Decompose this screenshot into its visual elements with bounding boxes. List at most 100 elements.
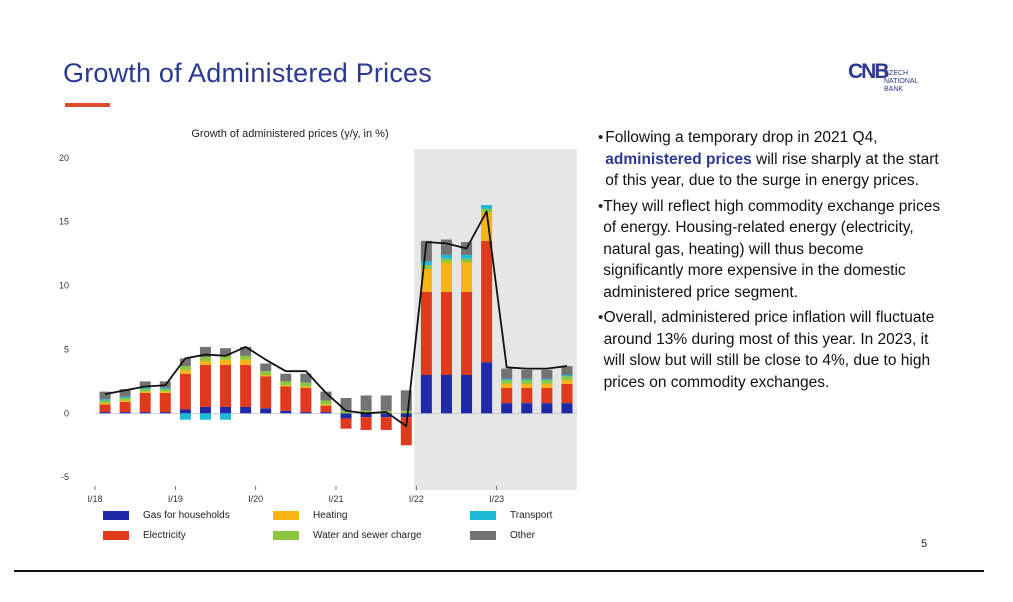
bar-segment-electricity <box>420 291 432 375</box>
bullet-dot: • <box>598 197 604 215</box>
bar-segment-other <box>199 346 211 358</box>
bar-segment-gas <box>119 412 131 414</box>
bar-segment-electricity <box>541 387 553 404</box>
bar-segment-water <box>340 410 352 414</box>
bar-segment-other <box>360 395 372 411</box>
bar-segment-gas <box>300 412 312 414</box>
bar-segment-electricity <box>220 364 232 407</box>
bullet-text-before: Following a temporary drop in 2021 Q4, <box>605 129 878 146</box>
y-tick-label: 15 <box>59 217 69 227</box>
bar-segment-water <box>179 366 191 370</box>
bar-segment-gas <box>280 410 292 414</box>
bar-segment-water <box>99 400 111 404</box>
bar-segment-transport <box>440 254 452 259</box>
legend-swatch-water <box>273 531 299 540</box>
bar-segment-other <box>139 381 151 388</box>
bar-segment-heating <box>179 369 191 374</box>
bar-segment-heating <box>561 380 573 384</box>
bar-segment-water <box>240 355 252 360</box>
logo-text: CZECH NATIONAL BANK <box>884 70 919 93</box>
bar-segment-heating <box>260 375 272 377</box>
bar-segment-transport <box>521 378 533 381</box>
bar-segment-electricity <box>119 401 131 413</box>
y-tick-label: 5 <box>64 344 69 354</box>
bar-segment-water <box>260 371 272 375</box>
bar-segment-other <box>400 390 412 411</box>
bar-segment-transport <box>561 375 573 377</box>
bar-segment-water <box>501 380 513 384</box>
page-number: 5 <box>921 538 928 550</box>
bar-segment-water <box>400 410 412 414</box>
bar-segment-other <box>260 363 272 372</box>
bar-segment-gas <box>220 406 232 414</box>
bar-segment-other <box>541 369 553 379</box>
bar-segment-gas <box>521 403 533 414</box>
bullet-text: Following a temporary drop in 2021 Q4, a… <box>605 127 943 192</box>
bar-segment-other <box>440 239 452 255</box>
bar-segment-other <box>561 366 573 375</box>
bar-segment-electricity <box>340 418 352 429</box>
bar-segment-transport <box>501 378 513 381</box>
bar-segment-electricity <box>561 383 573 404</box>
bar-segment-electricity <box>481 240 493 363</box>
legend-label-gas: Gas for households <box>143 510 230 521</box>
bar-segment-water <box>420 265 432 269</box>
bar-segment-electricity <box>99 404 111 413</box>
bar-segment-electricity <box>380 417 392 430</box>
bar-segment-electricity <box>240 364 252 407</box>
bar-segment-gas <box>99 412 111 414</box>
bar-segment-gas <box>561 403 573 414</box>
bar-segment-heating <box>481 212 493 241</box>
bar-segment-transport <box>481 205 493 209</box>
forecast-region <box>414 149 577 490</box>
bar-segment-heating <box>139 391 151 393</box>
bullet-highlight: administered prices <box>605 150 752 168</box>
bullet-dot: • <box>598 309 604 326</box>
bar-segment-electricity <box>501 387 513 404</box>
legend-label-transport: Transport <box>510 510 553 521</box>
bullet-list: • Following a temporary drop in 2021 Q4,… <box>598 127 943 397</box>
bar-segment-transport <box>179 413 191 420</box>
legend-item-transport: Transport <box>470 510 552 521</box>
bar-segment-heating <box>99 403 111 405</box>
bar-segment-transport <box>461 254 473 259</box>
bar-segment-transport <box>139 387 151 390</box>
administered-prices-chart: -5 0 5 10 15 20 I/18 I/19 I/20 I/21 I/22 I/23 <box>59 149 577 504</box>
y-tick-label: 20 <box>59 153 69 163</box>
bar-segment-gas <box>340 413 352 419</box>
bar-segment-heating <box>541 383 553 388</box>
bar-segment-heating <box>280 385 292 387</box>
bar-segment-gas <box>199 406 211 414</box>
bar-segment-water <box>360 410 372 414</box>
bar-segment-other <box>99 391 111 400</box>
bar-segment-gas <box>139 412 151 414</box>
legend-swatch-gas <box>103 511 129 520</box>
y-tick-label: -5 <box>61 472 69 482</box>
legend-item-gas: Gas for households <box>103 510 230 521</box>
y-tick-label: 10 <box>59 281 69 291</box>
bar-segment-other <box>340 398 352 411</box>
bar-segment-heating <box>420 268 432 292</box>
bar-segment-other <box>179 358 191 367</box>
bullet-text-after: will rise sharply at the start of this y… <box>605 150 939 190</box>
bullet-item: • They will reflect high commodity excha… <box>598 196 943 304</box>
bar-segment-other <box>220 348 232 356</box>
logo-mark: CNB <box>848 60 889 83</box>
legend-label-heating: Heating <box>313 510 348 521</box>
bar-segment-water <box>139 389 151 392</box>
bar-segment-gas <box>541 403 553 414</box>
legend-label-other: Other <box>510 530 536 541</box>
bar-segment-other <box>300 373 312 383</box>
bar-segment-electricity <box>320 405 332 413</box>
cnb-logo: CNB CZECH NATIONAL BANK <box>848 60 938 94</box>
legend-label-water: Water and sewer charge <box>313 530 422 541</box>
bar-segment-transport <box>119 396 131 398</box>
legend-swatch-other <box>470 531 496 540</box>
total-line <box>104 210 568 428</box>
bar-segment-electricity <box>440 291 452 375</box>
bar-segment-electricity <box>199 364 211 407</box>
bar-segment-transport <box>541 378 553 381</box>
bar-segment-water <box>119 398 131 401</box>
bar-segment-heating <box>320 404 332 406</box>
bar-segment-heating <box>199 360 211 365</box>
